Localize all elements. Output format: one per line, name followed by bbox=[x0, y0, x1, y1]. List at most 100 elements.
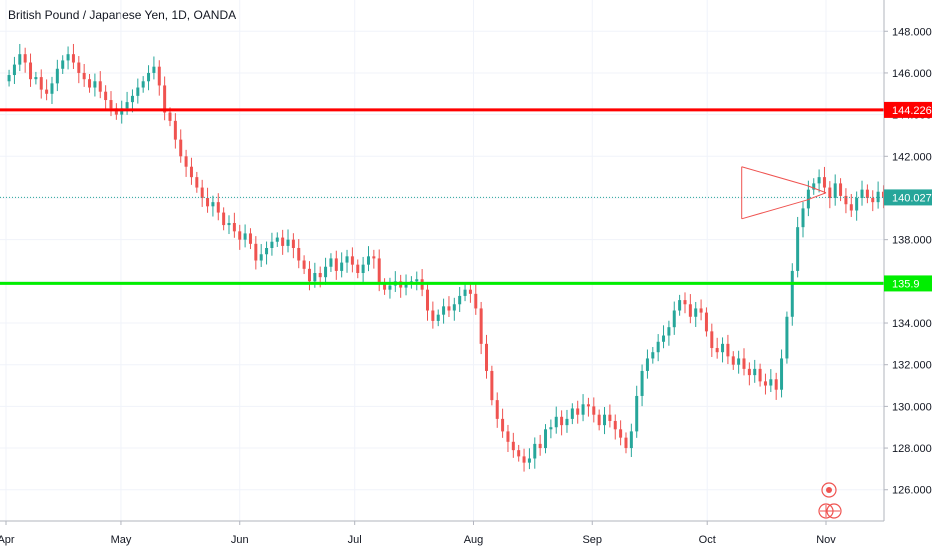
candle bbox=[855, 191, 859, 221]
candle bbox=[812, 178, 816, 195]
candle bbox=[442, 298, 446, 324]
candle bbox=[785, 311, 789, 364]
candle bbox=[189, 157, 193, 185]
candle bbox=[334, 250, 338, 280]
triangle-upper-line[interactable] bbox=[741, 166, 807, 186]
ideas-badge-icon[interactable] bbox=[818, 503, 842, 519]
candle bbox=[758, 363, 762, 387]
candle bbox=[447, 296, 451, 317]
candle bbox=[731, 351, 735, 370]
y-tick-label: 132.000 bbox=[892, 360, 932, 372]
candle bbox=[763, 373, 767, 395]
candle bbox=[259, 244, 263, 267]
candle bbox=[415, 271, 419, 291]
triangle-apex-lower[interactable] bbox=[806, 192, 827, 201]
candle bbox=[544, 424, 548, 454]
candle bbox=[243, 224, 247, 248]
candle bbox=[23, 47, 27, 73]
candle bbox=[265, 241, 269, 265]
candle bbox=[640, 364, 644, 407]
candle bbox=[307, 261, 311, 291]
candle bbox=[490, 365, 494, 406]
candle bbox=[629, 423, 633, 458]
candle bbox=[737, 350, 741, 374]
y-tick-label: 148.000 bbox=[892, 26, 932, 38]
candle bbox=[538, 434, 542, 456]
candle bbox=[350, 247, 354, 273]
candle bbox=[120, 100, 124, 124]
candle bbox=[822, 166, 826, 195]
candle bbox=[340, 252, 344, 278]
candle bbox=[71, 43, 75, 69]
indicator-icon[interactable] bbox=[821, 482, 837, 498]
candle bbox=[366, 246, 370, 272]
candle bbox=[147, 65, 151, 91]
candle bbox=[297, 239, 301, 269]
level-labels-layer: 144.226 135.9 140.027 bbox=[884, 101, 932, 292]
triangle-lower-line[interactable] bbox=[741, 199, 807, 220]
candle bbox=[849, 194, 853, 217]
candle bbox=[527, 448, 531, 470]
level-label-text: 135.9 bbox=[892, 278, 920, 290]
candle bbox=[141, 76, 145, 93]
candle bbox=[61, 55, 65, 74]
candle bbox=[474, 283, 478, 315]
candle bbox=[356, 259, 360, 279]
candle bbox=[12, 56, 16, 84]
candle bbox=[431, 301, 435, 329]
x-tick-label: Aug bbox=[464, 534, 484, 546]
candle bbox=[452, 297, 456, 321]
candle bbox=[211, 195, 215, 217]
triangle-apex-upper[interactable] bbox=[806, 185, 827, 194]
candle bbox=[345, 249, 349, 273]
candle bbox=[485, 334, 489, 379]
candle bbox=[576, 400, 580, 424]
candle bbox=[388, 277, 392, 299]
candle bbox=[254, 236, 258, 270]
candle bbox=[114, 103, 118, 120]
candle bbox=[136, 78, 140, 104]
x-tick-label: Jul bbox=[348, 534, 362, 546]
candle bbox=[82, 63, 86, 87]
candle bbox=[662, 325, 666, 349]
candle bbox=[774, 372, 778, 400]
candle bbox=[672, 301, 676, 335]
candle bbox=[425, 283, 429, 321]
candle bbox=[688, 294, 692, 324]
candle bbox=[109, 91, 113, 117]
candle bbox=[291, 233, 295, 259]
x-axis-layer: Apr May Jun Jul Aug Sep Oct Nov bbox=[0, 521, 836, 546]
x-tick-label: Sep bbox=[582, 534, 602, 546]
candle bbox=[501, 408, 505, 438]
candle bbox=[329, 253, 333, 272]
candle bbox=[511, 432, 515, 458]
x-tick-label: Nov bbox=[816, 534, 836, 546]
candle bbox=[704, 307, 708, 337]
candle bbox=[721, 337, 725, 363]
candle bbox=[801, 201, 805, 238]
candle bbox=[50, 76, 54, 104]
candle bbox=[742, 348, 746, 376]
price-axis-background[interactable] bbox=[884, 0, 932, 550]
candle bbox=[361, 256, 365, 282]
levels-layer bbox=[0, 108, 884, 285]
candle bbox=[275, 232, 279, 247]
candle bbox=[270, 232, 274, 256]
candle bbox=[726, 334, 730, 365]
level-label-text: 144.226 bbox=[892, 105, 932, 117]
y-tick-label: 126.000 bbox=[892, 485, 932, 497]
candle bbox=[581, 394, 585, 422]
candle bbox=[479, 301, 483, 355]
candle bbox=[179, 129, 183, 163]
candle bbox=[18, 43, 22, 72]
candle bbox=[77, 56, 81, 84]
candle bbox=[104, 85, 108, 111]
candle bbox=[248, 228, 252, 250]
candle bbox=[833, 174, 837, 206]
candle bbox=[195, 171, 199, 193]
candles-layer bbox=[7, 43, 885, 472]
candle bbox=[603, 407, 607, 435]
candle bbox=[206, 187, 210, 213]
